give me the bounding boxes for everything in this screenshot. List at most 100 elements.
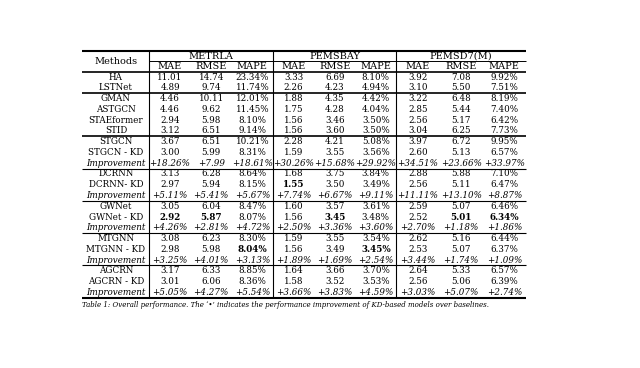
Text: +9.11%: +9.11% — [358, 191, 394, 200]
Text: 8.15%: 8.15% — [239, 180, 266, 189]
Text: 5.08%: 5.08% — [362, 137, 390, 146]
Text: 2.64: 2.64 — [408, 266, 428, 275]
Text: 7.73%: 7.73% — [490, 126, 518, 135]
Text: 1.59: 1.59 — [284, 148, 303, 157]
Text: 9.14%: 9.14% — [238, 126, 266, 135]
Text: 9.92%: 9.92% — [490, 72, 518, 82]
Text: 3.60: 3.60 — [325, 126, 344, 135]
Text: 3.12: 3.12 — [160, 126, 180, 135]
Text: 5.17: 5.17 — [451, 116, 471, 125]
Text: +7.74%: +7.74% — [276, 191, 311, 200]
Text: 1.68: 1.68 — [284, 169, 303, 178]
Text: STAEformer: STAEformer — [89, 116, 143, 125]
Text: 9.95%: 9.95% — [490, 137, 518, 146]
Text: 3.46: 3.46 — [325, 116, 344, 125]
Text: 4.46: 4.46 — [160, 94, 180, 103]
Text: 3.55: 3.55 — [325, 234, 344, 243]
Text: AGCRN: AGCRN — [99, 266, 133, 275]
Text: 6.57%: 6.57% — [490, 148, 518, 157]
Text: 6.37%: 6.37% — [490, 245, 518, 254]
Text: 5.01: 5.01 — [451, 212, 472, 222]
Text: 3.97: 3.97 — [408, 137, 428, 146]
Text: 7.51%: 7.51% — [490, 83, 518, 92]
Text: +5.11%: +5.11% — [152, 191, 188, 200]
Text: +33.97%: +33.97% — [484, 159, 525, 168]
Text: 5.44: 5.44 — [451, 105, 471, 114]
Text: 6.47%: 6.47% — [490, 180, 518, 189]
Text: 2.52: 2.52 — [408, 212, 428, 222]
Text: 3.55: 3.55 — [325, 148, 344, 157]
Text: 6.46%: 6.46% — [490, 202, 518, 211]
Text: 11.45%: 11.45% — [236, 105, 269, 114]
Text: 1.75: 1.75 — [284, 105, 303, 114]
Text: PEMSD7(M): PEMSD7(M) — [430, 52, 493, 61]
Text: 1.56: 1.56 — [284, 245, 303, 254]
Text: +3.25%: +3.25% — [152, 256, 188, 265]
Text: 3.33: 3.33 — [284, 72, 303, 82]
Text: 6.25: 6.25 — [451, 126, 471, 135]
Text: +23.66%: +23.66% — [441, 159, 482, 168]
Text: 7.40%: 7.40% — [490, 105, 518, 114]
Text: 3.22: 3.22 — [408, 94, 428, 103]
Text: 3.53%: 3.53% — [362, 277, 390, 286]
Text: Improvement: Improvement — [86, 191, 146, 200]
Text: 8.10%: 8.10% — [362, 72, 390, 82]
Text: 2.60: 2.60 — [408, 148, 428, 157]
Text: 5.94: 5.94 — [202, 180, 221, 189]
Text: +8.87%: +8.87% — [486, 191, 522, 200]
Text: 4.46: 4.46 — [160, 105, 180, 114]
Text: 8.85%: 8.85% — [239, 266, 266, 275]
Text: 2.85: 2.85 — [408, 105, 428, 114]
Text: 5.88: 5.88 — [451, 169, 471, 178]
Text: 3.70%: 3.70% — [362, 266, 390, 275]
Text: 4.23: 4.23 — [325, 83, 344, 92]
Text: 6.51: 6.51 — [202, 126, 221, 135]
Text: 8.64%: 8.64% — [238, 169, 266, 178]
Text: GWNet: GWNet — [100, 202, 132, 211]
Text: 5.98: 5.98 — [202, 245, 221, 254]
Text: +29.92%: +29.92% — [355, 159, 396, 168]
Text: 8.07%: 8.07% — [238, 212, 266, 222]
Text: MAE: MAE — [158, 62, 182, 71]
Text: DCRNN: DCRNN — [99, 169, 134, 178]
Text: 10.21%: 10.21% — [236, 137, 269, 146]
Text: 6.34%: 6.34% — [490, 212, 519, 222]
Text: 9.62: 9.62 — [202, 105, 221, 114]
Text: MAE: MAE — [282, 62, 306, 71]
Text: Improvement: Improvement — [86, 223, 146, 232]
Text: MTGNN: MTGNN — [97, 234, 134, 243]
Text: 3.50%: 3.50% — [362, 126, 390, 135]
Text: DCRNN- KD: DCRNN- KD — [89, 180, 143, 189]
Text: +3.60%: +3.60% — [358, 223, 394, 232]
Text: Improvement: Improvement — [86, 159, 146, 168]
Text: 14.74: 14.74 — [198, 72, 224, 82]
Text: 3.66: 3.66 — [325, 266, 344, 275]
Text: +3.13%: +3.13% — [235, 256, 270, 265]
Text: +1.89%: +1.89% — [276, 256, 311, 265]
Text: 6.51: 6.51 — [202, 137, 221, 146]
Text: 4.35: 4.35 — [325, 94, 344, 103]
Text: +3.44%: +3.44% — [401, 256, 436, 265]
Text: RMSE: RMSE — [445, 62, 477, 71]
Text: 3.92: 3.92 — [408, 72, 428, 82]
Text: +18.61%: +18.61% — [232, 159, 273, 168]
Text: AGCRN - KD: AGCRN - KD — [88, 277, 144, 286]
Text: +18.26%: +18.26% — [150, 159, 191, 168]
Text: 1.58: 1.58 — [284, 277, 303, 286]
Text: 8.30%: 8.30% — [239, 234, 266, 243]
Text: 5.11: 5.11 — [451, 180, 471, 189]
Text: METRLA: METRLA — [189, 52, 234, 61]
Text: 4.04%: 4.04% — [362, 105, 390, 114]
Text: 3.52: 3.52 — [325, 277, 344, 286]
Text: +2.81%: +2.81% — [193, 223, 229, 232]
Text: 3.01: 3.01 — [160, 277, 180, 286]
Text: RMSE: RMSE — [195, 62, 227, 71]
Text: 10.11: 10.11 — [198, 94, 224, 103]
Text: 6.42%: 6.42% — [490, 116, 518, 125]
Text: 3.49%: 3.49% — [362, 180, 390, 189]
Text: 1.60: 1.60 — [284, 202, 303, 211]
Text: 2.56: 2.56 — [408, 180, 428, 189]
Text: 9.74: 9.74 — [202, 83, 221, 92]
Text: +3.03%: +3.03% — [401, 288, 436, 297]
Text: +5.07%: +5.07% — [444, 288, 479, 297]
